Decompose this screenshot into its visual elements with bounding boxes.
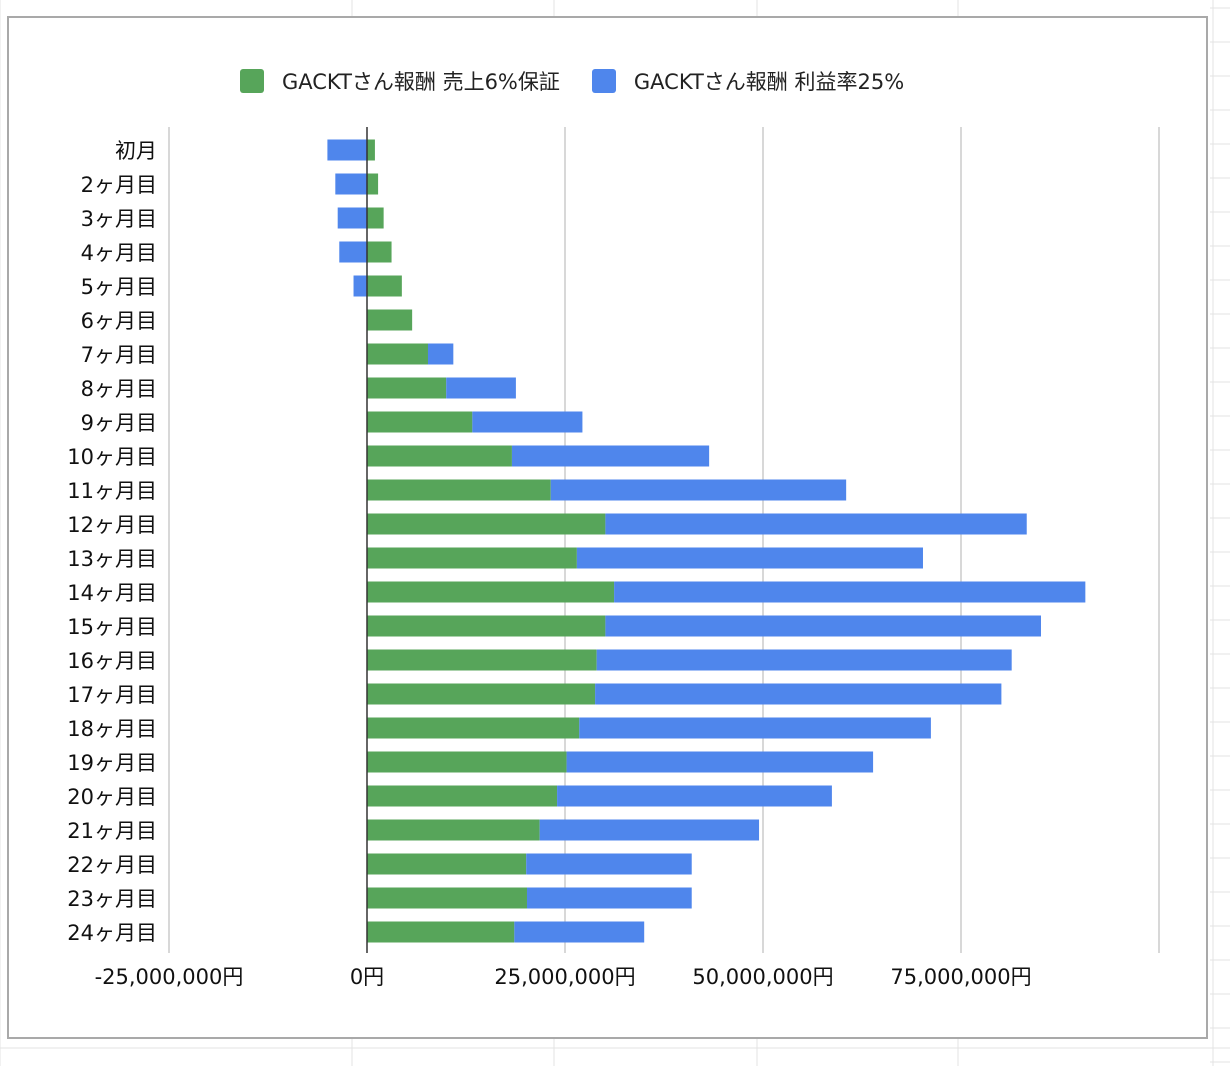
category-label: 19ヶ月目 <box>67 751 157 775</box>
legend-label-sales-guarantee: GACKTさん報酬 売上6%保証 <box>282 70 560 94</box>
category-label: 17ヶ月目 <box>67 683 157 707</box>
bar-sales-guarantee[interactable] <box>367 717 580 739</box>
category-label: 5ヶ月目 <box>81 275 157 299</box>
bar-profit-rate[interactable] <box>596 649 1012 671</box>
bar-sales-guarantee[interactable] <box>367 139 375 161</box>
category-label: 12ヶ月目 <box>67 513 157 537</box>
category-label: 初月 <box>115 139 157 163</box>
bar-profit-rate[interactable] <box>550 479 847 501</box>
bar-sales-guarantee[interactable] <box>367 751 567 773</box>
x-tick-label: 0円 <box>350 965 384 989</box>
bar-sales-guarantee[interactable] <box>367 207 384 229</box>
bar-sales-guarantee[interactable] <box>367 445 512 467</box>
bar-sales-guarantee[interactable] <box>367 275 402 297</box>
category-label: 15ヶ月目 <box>67 615 157 639</box>
category-label: 20ヶ月目 <box>67 785 157 809</box>
category-label: 2ヶ月目 <box>81 173 157 197</box>
bar-profit-rate[interactable] <box>335 173 367 195</box>
category-label: 9ヶ月目 <box>81 411 157 435</box>
bar-sales-guarantee[interactable] <box>367 683 596 705</box>
bar-sales-guarantee[interactable] <box>367 785 558 807</box>
x-tick-label: -25,000,000円 <box>95 965 244 989</box>
category-label: 11ヶ月目 <box>67 479 157 503</box>
category-label: 4ヶ月目 <box>81 241 157 265</box>
category-label: 16ヶ月目 <box>67 649 157 673</box>
bar-profit-rate[interactable] <box>566 751 874 773</box>
bar-profit-rate[interactable] <box>557 785 832 807</box>
category-label: 13ヶ月目 <box>67 547 157 571</box>
category-label: 3ヶ月目 <box>81 207 157 231</box>
x-tick-label: 75,000,000円 <box>890 965 1031 989</box>
bar-profit-rate[interactable] <box>337 207 367 229</box>
bar-sales-guarantee[interactable] <box>367 649 597 671</box>
bar-profit-rate[interactable] <box>327 139 367 161</box>
bar-sales-guarantee[interactable] <box>367 241 392 263</box>
bar-profit-rate[interactable] <box>353 275 367 297</box>
category-label: 22ヶ月目 <box>67 853 157 877</box>
bar-profit-rate[interactable] <box>526 853 692 875</box>
bar-profit-rate[interactable] <box>427 343 454 365</box>
bar-sales-guarantee[interactable] <box>367 173 379 195</box>
bar-profit-rate[interactable] <box>526 887 692 909</box>
category-label: 10ヶ月目 <box>67 445 157 469</box>
chart-legend: GACKTさん報酬 売上6%保証 GACKTさん報酬 利益率25% <box>240 66 936 96</box>
legend-swatch-green <box>240 69 264 93</box>
bar-sales-guarantee[interactable] <box>367 853 527 875</box>
bar-profit-rate[interactable] <box>576 547 923 569</box>
bar-profit-rate[interactable] <box>339 241 367 263</box>
bar-profit-rate[interactable] <box>539 819 760 841</box>
bar-profit-rate[interactable] <box>605 615 1041 637</box>
x-tick-label: 25,000,000円 <box>494 965 635 989</box>
bar-sales-guarantee[interactable] <box>367 887 527 909</box>
legend-item-profit-rate[interactable]: GACKTさん報酬 利益率25% <box>591 66 905 96</box>
bar-sales-guarantee[interactable] <box>367 819 540 841</box>
bar-sales-guarantee[interactable] <box>367 343 428 365</box>
bar-sales-guarantee[interactable] <box>367 615 606 637</box>
legend-item-sales-guarantee[interactable]: GACKTさん報酬 売上6%保証 <box>240 66 560 96</box>
bar-profit-rate[interactable] <box>472 411 583 433</box>
category-label: 8ヶ月目 <box>81 377 157 401</box>
bar-sales-guarantee[interactable] <box>367 479 551 501</box>
bar-profit-rate[interactable] <box>605 513 1027 535</box>
legend-swatch-blue <box>591 69 616 93</box>
bar-profit-rate[interactable] <box>595 683 1002 705</box>
category-label: 6ヶ月目 <box>81 309 157 333</box>
category-label: 24ヶ月目 <box>67 921 157 945</box>
bar-profit-rate[interactable] <box>446 377 516 399</box>
bar-sales-guarantee[interactable] <box>367 377 447 399</box>
bar-sales-guarantee[interactable] <box>367 309 413 331</box>
bar-profit-rate[interactable] <box>579 717 931 739</box>
bar-profit-rate[interactable] <box>614 581 1086 603</box>
category-label: 18ヶ月目 <box>67 717 157 741</box>
legend-label-profit-rate: GACKTさん報酬 利益率25% <box>633 70 905 94</box>
bar-sales-guarantee[interactable] <box>367 581 615 603</box>
category-label: 21ヶ月目 <box>67 819 157 843</box>
x-tick-label: 50,000,000円 <box>692 965 833 989</box>
bar-sales-guarantee[interactable] <box>367 921 515 943</box>
bar-profit-rate[interactable] <box>511 445 710 467</box>
bar-sales-guarantee[interactable] <box>367 513 606 535</box>
category-label: 23ヶ月目 <box>67 887 157 911</box>
bar-sales-guarantee[interactable] <box>367 411 473 433</box>
bar-profit-rate[interactable] <box>514 921 645 943</box>
category-label: 7ヶ月目 <box>81 343 157 367</box>
category-label: 14ヶ月目 <box>67 581 157 605</box>
bar-sales-guarantee[interactable] <box>367 547 577 569</box>
